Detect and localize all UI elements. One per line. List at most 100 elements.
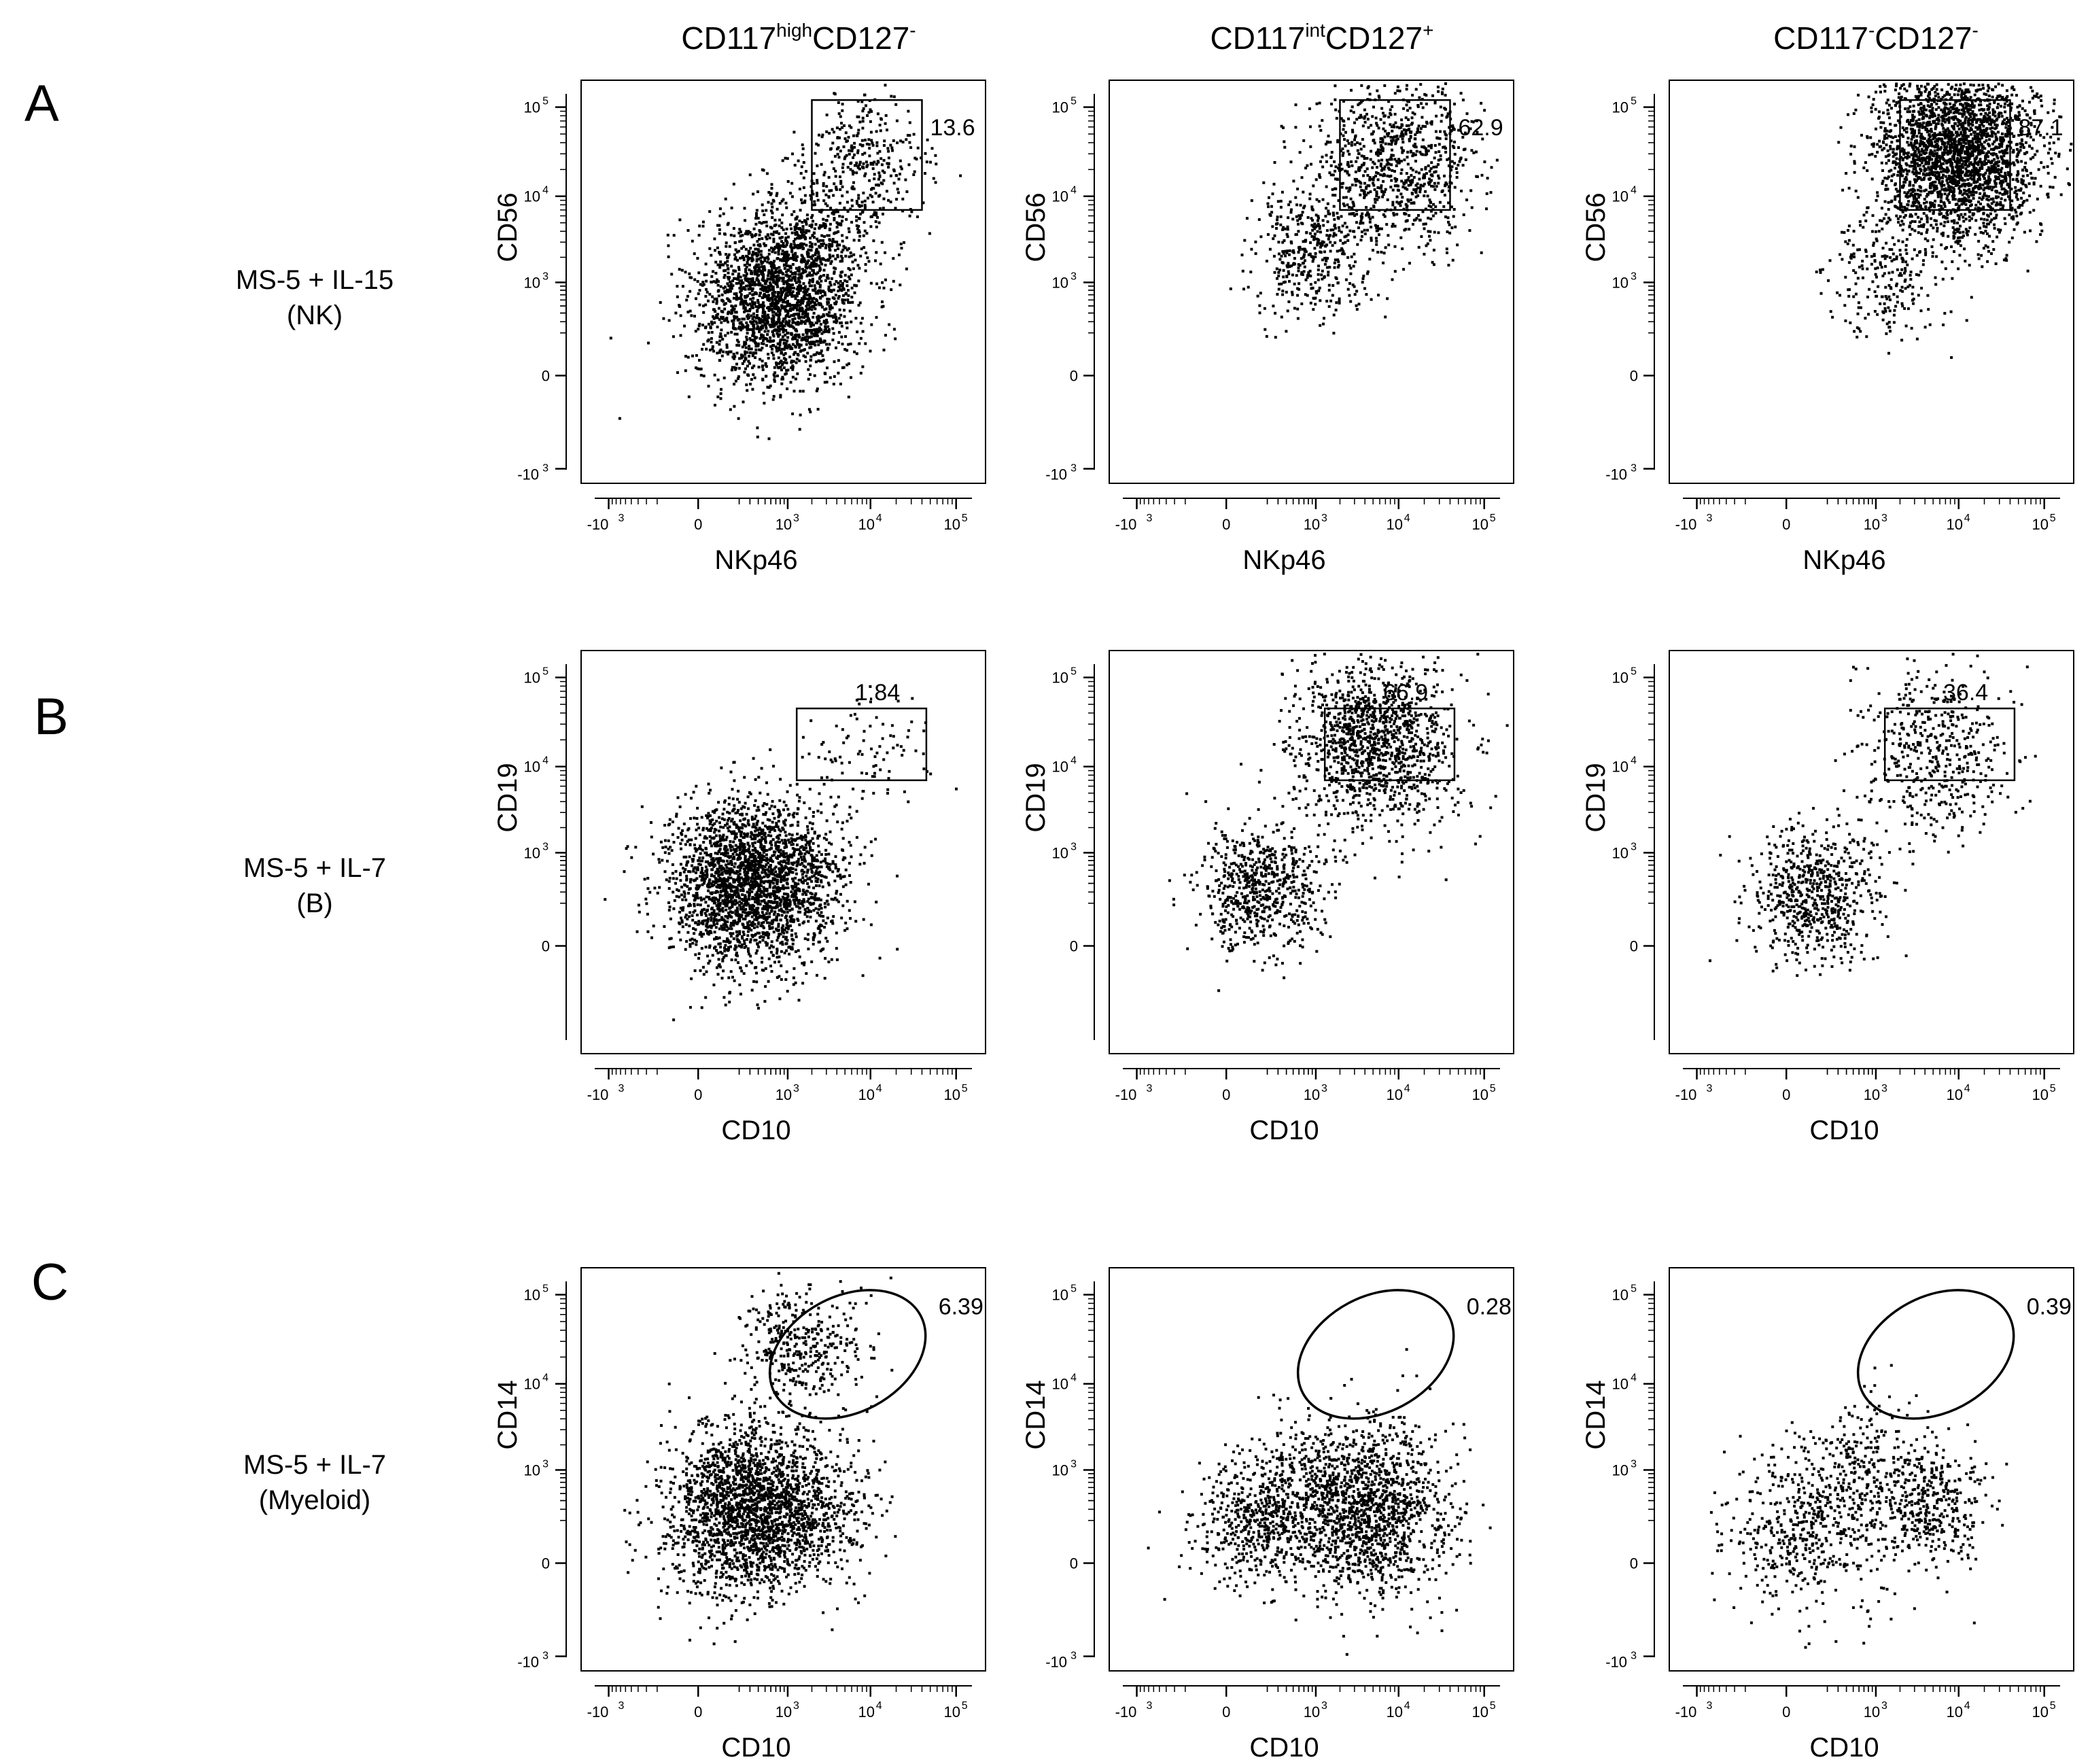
event-dot: [1391, 203, 1395, 207]
event-dot: [835, 346, 837, 349]
event-dot: [1403, 228, 1406, 232]
event-dot: [747, 230, 750, 233]
event-dot: [822, 222, 825, 225]
event-dot: [1401, 141, 1405, 144]
event-dot: [1435, 137, 1439, 140]
event-dot: [1276, 215, 1279, 219]
event-dot: [746, 332, 749, 335]
event-dot: [2021, 107, 2024, 110]
event-dot: [1359, 193, 1362, 196]
event-dot: [686, 311, 690, 313]
event-dot: [783, 252, 786, 256]
event-dot: [1387, 132, 1391, 135]
event-dot: [1390, 139, 1393, 142]
event-dot: [1387, 116, 1391, 119]
event-dot: [1314, 252, 1317, 255]
event-dot: [1381, 167, 1384, 170]
gate-rectangle: [1339, 99, 1451, 211]
event-dot: [706, 290, 709, 294]
event-dot: [880, 241, 884, 244]
event-dot: [1445, 183, 1448, 186]
event-dot: [1959, 83, 1962, 86]
event-dot: [810, 242, 814, 245]
event-dot: [876, 215, 879, 219]
event-dot: [848, 255, 851, 258]
event-dot: [759, 249, 763, 253]
event-dot: [756, 243, 760, 247]
event-dot: [1457, 163, 1460, 167]
event-dot: [808, 284, 812, 288]
event-dot: [773, 230, 776, 234]
event-dot: [837, 359, 840, 362]
event-dot: [1374, 224, 1377, 227]
event-dot: [789, 270, 793, 273]
event-dot: [1414, 184, 1418, 187]
event-dot: [802, 234, 805, 237]
event-dot: [1325, 185, 1328, 188]
event-dot: [761, 256, 764, 259]
event-dot: [701, 347, 703, 351]
event-dot: [1316, 241, 1319, 244]
event-dot: [785, 321, 788, 324]
event-dot: [840, 324, 843, 328]
event-dot: [864, 139, 867, 142]
event-dot: [763, 294, 767, 298]
event-dot: [1407, 184, 1410, 187]
event-dot: [840, 321, 843, 324]
event-dot: [1276, 277, 1278, 280]
event-dot: [1937, 96, 1940, 99]
event-dot: [1953, 93, 1956, 97]
event-dot: [794, 279, 797, 282]
event-dot: [864, 205, 867, 209]
event-dot: [818, 289, 822, 292]
event-dot: [762, 289, 765, 292]
event-dot: [745, 321, 748, 324]
event-dot: [1323, 276, 1326, 279]
event-dot: [1452, 215, 1455, 218]
event-dot: [780, 296, 783, 299]
event-dot: [1386, 174, 1389, 177]
event-dot: [1280, 315, 1283, 319]
event-dot: [725, 241, 728, 245]
event-dot: [858, 143, 862, 146]
event-dot: [1291, 290, 1294, 294]
event-dot: [809, 343, 812, 346]
event-dot: [778, 247, 782, 250]
event-dot: [810, 284, 814, 288]
event-dot: [1387, 167, 1390, 170]
event-dot: [806, 301, 809, 305]
event-dot: [2025, 198, 2029, 202]
event-dot: [771, 314, 775, 317]
event-dot: [1296, 307, 1300, 311]
event-dot: [1341, 252, 1344, 256]
event-dot: [1440, 114, 1444, 117]
event-dot: [756, 344, 760, 347]
event-dot: [1357, 226, 1360, 230]
event-dot: [1272, 182, 1276, 186]
event-dot: [1940, 205, 1943, 208]
event-dot: [1878, 139, 1881, 143]
event-dot: [733, 327, 736, 330]
event-dot: [820, 294, 824, 298]
event-dot: [729, 280, 732, 283]
event-dot: [858, 163, 861, 167]
event-dot: [1353, 143, 1357, 146]
event-dot: [733, 404, 736, 408]
event-dot: [788, 290, 791, 294]
event-dot: [1439, 105, 1442, 109]
event-dot: [858, 266, 861, 270]
event-dot: [737, 341, 740, 344]
event-dot: [746, 255, 750, 258]
event-dot: [1391, 169, 1394, 172]
event-dot: [726, 223, 729, 226]
event-dot: [828, 238, 831, 241]
event-dot: [1366, 270, 1370, 273]
event-dot: [1346, 171, 1349, 175]
event-dot: [1334, 98, 1337, 101]
event-dot: [1287, 300, 1291, 303]
event-dot: [1376, 124, 1379, 127]
x-tick-label: 10: [1304, 516, 1320, 533]
event-dot: [801, 245, 804, 248]
event-dot: [1282, 269, 1285, 272]
event-dot: [819, 275, 822, 278]
